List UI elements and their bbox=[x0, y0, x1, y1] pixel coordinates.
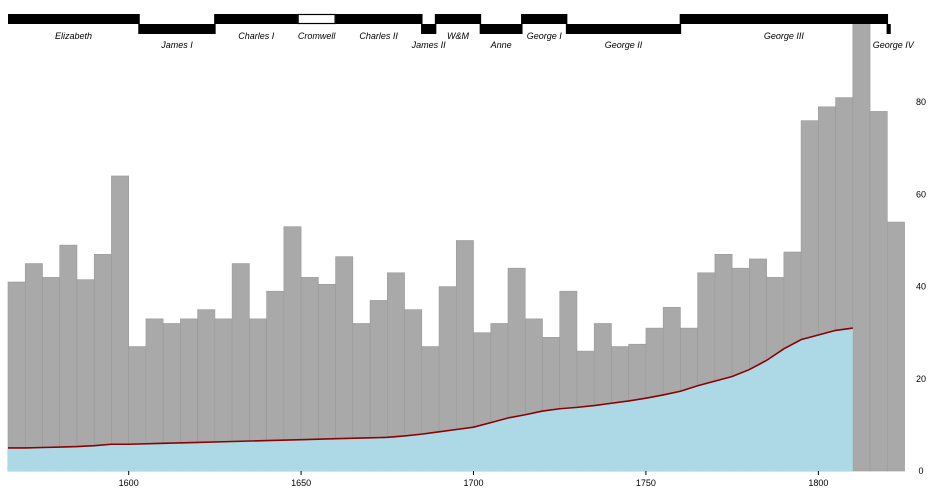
reign-label: James I bbox=[160, 40, 193, 50]
price-bar bbox=[7, 281, 26, 472]
price-bar bbox=[887, 221, 905, 472]
y-axis: 0 20 40 60 80 bbox=[916, 97, 926, 476]
reign-bar bbox=[887, 24, 891, 34]
price-bar bbox=[283, 226, 302, 472]
reign-label: Cromwell bbox=[298, 31, 337, 41]
price-bar bbox=[24, 263, 43, 472]
y-tick-label: 0 bbox=[918, 466, 923, 476]
reign-label: George II bbox=[605, 40, 643, 50]
reign-bar bbox=[139, 24, 215, 34]
reign-label: Charles II bbox=[359, 31, 398, 41]
price-bar bbox=[76, 279, 95, 472]
reign-label: George I bbox=[527, 31, 563, 41]
y-tick-label: 80 bbox=[916, 97, 926, 107]
price-bar bbox=[111, 175, 129, 472]
y-tick-label: 60 bbox=[916, 189, 926, 199]
x-tick-label: 1650 bbox=[291, 478, 311, 488]
reign-bar bbox=[480, 24, 522, 34]
wages-line bbox=[8, 327, 853, 449]
reign-bar bbox=[335, 14, 422, 24]
wages-area bbox=[8, 327, 853, 471]
monarch-timeline: Elizabeth James I Charles I Cromwell Charles… bbox=[8, 13, 915, 50]
reign-label: George IV bbox=[873, 40, 915, 50]
reign-bar bbox=[421, 24, 436, 34]
reign-bar bbox=[680, 14, 888, 24]
price-bar bbox=[852, 14, 871, 472]
reign-bar bbox=[521, 14, 567, 24]
reign-bar bbox=[214, 14, 298, 24]
reign-label: Elizabeth bbox=[55, 31, 92, 41]
reign-label: W&M bbox=[447, 31, 469, 41]
x-tick-label: 1700 bbox=[464, 478, 484, 488]
reign-label: George III bbox=[764, 31, 805, 41]
x-tick-label: 1750 bbox=[636, 478, 656, 488]
x-axis: 1600 1650 1700 1750 1800 bbox=[119, 471, 828, 488]
reign-bar bbox=[8, 14, 140, 24]
price-bar bbox=[59, 244, 78, 472]
price-bar bbox=[231, 263, 250, 472]
reign-bar bbox=[566, 24, 681, 34]
x-tick-label: 1800 bbox=[808, 478, 828, 488]
price-bar bbox=[93, 254, 112, 472]
reign-label: Anne bbox=[490, 40, 512, 50]
reign-label: James II bbox=[411, 40, 447, 50]
reign-bar bbox=[435, 14, 481, 24]
reign-bar bbox=[297, 13, 336, 25]
price-bar bbox=[869, 111, 888, 472]
price-bar bbox=[42, 277, 61, 472]
y-tick-label: 20 bbox=[916, 374, 926, 384]
x-tick-label: 1600 bbox=[119, 478, 139, 488]
y-tick-label: 40 bbox=[916, 282, 926, 292]
wages-area-fill bbox=[8, 328, 853, 471]
reign-label: Charles I bbox=[238, 31, 275, 41]
